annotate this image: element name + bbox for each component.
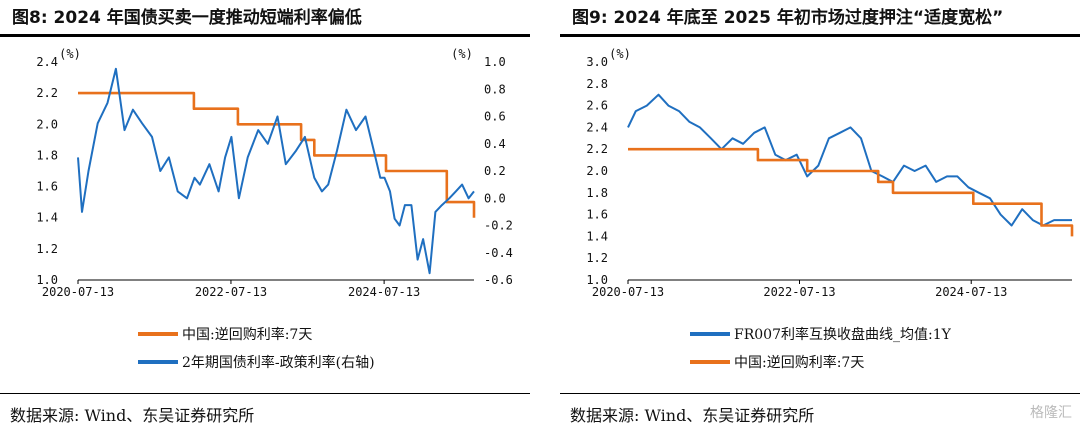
y-tick-label-left: 2.0 xyxy=(586,164,608,178)
y-tick-label-left: 1.2 xyxy=(36,242,58,256)
bottom-rule xyxy=(560,393,1080,394)
y-tick-label-left: 1.8 xyxy=(586,186,608,200)
bottom-rule xyxy=(0,393,530,394)
watermark-logo: 格隆汇 xyxy=(1030,405,1072,421)
series-line xyxy=(627,93,1072,227)
series-line xyxy=(78,91,476,218)
y-tick-label-left: 3.0 xyxy=(586,55,608,69)
source-note: 数据来源: Wind、东吴证券研究所 xyxy=(10,406,255,425)
y-tick-label-left: 2.4 xyxy=(586,120,608,134)
y-tick-label-left: 1.0 xyxy=(586,273,608,287)
top-rule xyxy=(0,34,530,37)
y-tick-label-right: -0.4 xyxy=(484,246,513,260)
legend-label: FR007利率互换收盘曲线_均值:1Y xyxy=(734,326,952,343)
legend-label: 2年期国债利率-政策利率(右轴) xyxy=(182,354,375,371)
chart-panel-9: 图9: 2024 年底至 2025 年初市场过度押注“适度宽松” 1.0 1.2 1… xyxy=(560,0,1080,428)
chart-title: 图9: 2024 年底至 2025 年初市场过度押注“适度宽松” xyxy=(572,8,1004,28)
y-tick-label-left: 2.8 xyxy=(586,77,608,91)
legend-label: 中国:逆回购利率:7天 xyxy=(734,354,864,371)
x-tick-label: 2024-07-13 xyxy=(348,285,420,299)
legend-label: 中国:逆回购利率:7天 xyxy=(182,326,312,343)
y-tick-label-left: 1.0 xyxy=(36,273,58,287)
y-tick-label-left: 2.2 xyxy=(36,86,58,100)
y-tick-label-left: 2.4 xyxy=(36,55,58,69)
x-tick-label: 2020-07-13 xyxy=(592,285,664,299)
y-tick-label-right: 1.0 xyxy=(484,55,506,69)
y-tick-label-right: 0.4 xyxy=(484,137,506,151)
y-axis-unit-left: (%) xyxy=(59,47,81,61)
y-tick-label-right: 0.8 xyxy=(484,82,506,96)
series-line xyxy=(77,67,475,275)
chart-8-svg: 1.01.21.41.61.82.02.22.4(%)-0.6-0.4-0.20… xyxy=(36,47,513,371)
y-tick-label-right: 0.6 xyxy=(484,110,506,124)
y-tick-label-left: 1.4 xyxy=(586,229,608,243)
x-tick-label: 2020-07-13 xyxy=(42,285,114,299)
source-note: 数据来源: Wind、东吴证券研究所 xyxy=(570,406,815,425)
y-tick-label-left: 2.2 xyxy=(586,142,608,156)
y-tick-label-left: 2.0 xyxy=(36,117,58,131)
y-tick-label-left: 1.4 xyxy=(36,211,58,225)
y-axis-unit-left: (%) xyxy=(609,47,631,61)
series-line xyxy=(628,147,1074,237)
x-tick-label: 2022-07-13 xyxy=(763,285,835,299)
chart-title: 图8: 2024 年国债买卖一度推动短端利率偏低 xyxy=(12,8,362,28)
x-tick-label: 2024-07-13 xyxy=(935,285,1007,299)
y-tick-label-right: 0.0 xyxy=(484,191,506,205)
y-axis-unit-right: (%) xyxy=(451,47,473,61)
y-tick-label-left: 2.6 xyxy=(586,99,608,113)
y-tick-label-left: 1.8 xyxy=(36,148,58,162)
x-tick-label: 2022-07-13 xyxy=(195,285,267,299)
chart-panel-8: 图8: 2024 年国债买卖一度推动短端利率偏低 1.0 1.2 1.4 1.6 1.8… xyxy=(0,0,530,428)
top-rule xyxy=(560,34,1080,37)
y-tick-label-left: 1.6 xyxy=(586,208,608,222)
y-tick-label-right: -0.2 xyxy=(484,219,513,233)
y-tick-label-right: -0.6 xyxy=(484,273,513,287)
y-tick-label-left: 1.6 xyxy=(36,180,58,194)
chart-9-svg: 1.0 1.2 1.4 1.6 1.8 2.0 2.2 2.4 2.6 2.8 3.0(%) 2020… xyxy=(586,47,1074,371)
y-tick-label-right: 0.2 xyxy=(484,164,506,178)
y-tick-label-left: 1.2 xyxy=(586,251,608,265)
